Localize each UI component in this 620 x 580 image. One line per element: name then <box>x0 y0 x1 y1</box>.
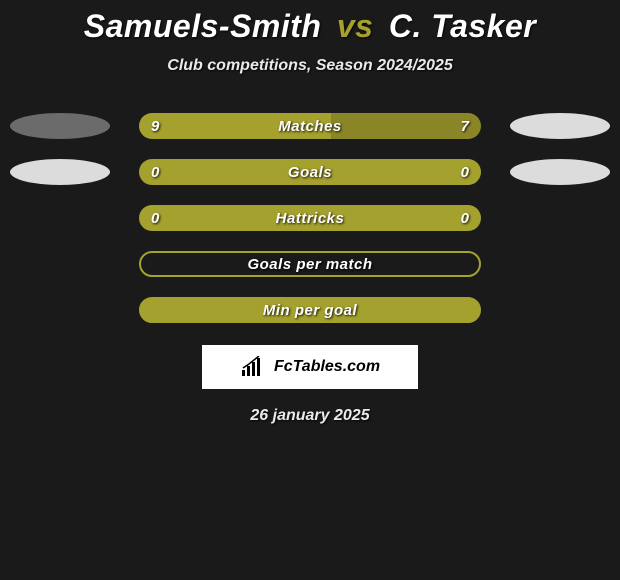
chart-icon <box>240 356 268 378</box>
bar-fill-right <box>331 113 481 139</box>
bar-fill-left <box>139 159 310 185</box>
stat-bar: Min per goal <box>139 297 481 323</box>
player1-name: Samuels-Smith <box>84 8 322 44</box>
stat-value-right: 0 <box>461 210 469 227</box>
stat-label: Hattricks <box>276 210 345 227</box>
stat-row: Min per goal <box>0 287 620 333</box>
bar-fill-right <box>310 159 481 185</box>
page-title: Samuels-Smith vs C. Tasker <box>0 8 620 45</box>
stat-row: Goals per match <box>0 241 620 287</box>
stat-row: Goals 0 0 <box>0 149 620 195</box>
vs-label: vs <box>337 8 374 44</box>
stat-row: Hattricks 0 0 <box>0 195 620 241</box>
source-badge[interactable]: FcTables.com <box>202 345 418 389</box>
subtitle: Club competitions, Season 2024/2025 <box>0 57 620 75</box>
stat-value-left: 0 <box>151 210 159 227</box>
stat-label: Matches <box>278 118 342 135</box>
stat-bar: Hattricks 0 0 <box>139 205 481 231</box>
ellipse-left <box>10 113 110 139</box>
comparison-container: Samuels-Smith vs C. Tasker Club competit… <box>0 0 620 425</box>
stat-value-right: 7 <box>461 118 469 135</box>
player2-name: C. Tasker <box>389 8 536 44</box>
stat-row: Matches 9 7 <box>0 103 620 149</box>
stat-value-left: 0 <box>151 164 159 181</box>
stat-bar: Goals 0 0 <box>139 159 481 185</box>
stat-label: Goals <box>288 164 332 181</box>
stat-label: Min per goal <box>263 302 357 319</box>
date-label: 26 january 2025 <box>0 407 620 425</box>
badge-text: FcTables.com <box>274 358 380 376</box>
stat-bar: Matches 9 7 <box>139 113 481 139</box>
ellipse-right <box>510 113 610 139</box>
ellipse-left <box>10 159 110 185</box>
stat-bar: Goals per match <box>139 251 481 277</box>
stat-rows: Matches 9 7 Goals 0 0 Hattricks 0 0 Goals per mat… <box>0 103 620 333</box>
ellipse-right <box>510 159 610 185</box>
stat-value-right: 0 <box>461 164 469 181</box>
stat-label: Goals per match <box>247 256 372 273</box>
stat-value-left: 9 <box>151 118 159 135</box>
